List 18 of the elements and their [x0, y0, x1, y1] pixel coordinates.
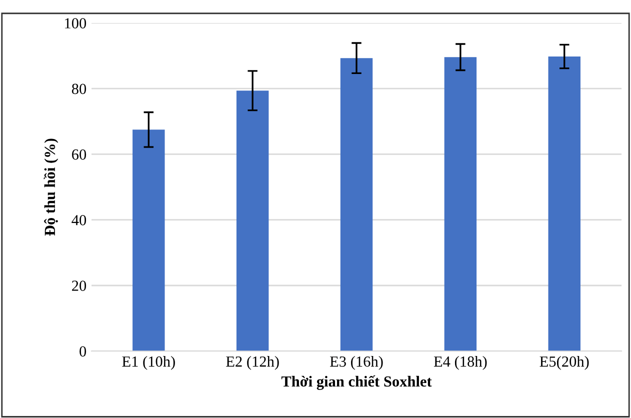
x-tick-label: E2 (12h) — [226, 356, 279, 370]
x-tick-label: E3 (16h) — [330, 356, 383, 370]
y-tick-label: 80 — [72, 84, 86, 94]
x-tick-label: E4 (18h) — [434, 356, 487, 370]
bar — [340, 58, 373, 352]
y-tick-label: 0 — [80, 346, 86, 357]
y-tick-label: 40 — [72, 215, 86, 226]
bar — [132, 130, 165, 352]
bar — [236, 90, 269, 352]
x-axis-title: Thời gian chiết Soxhlet — [281, 375, 432, 390]
y-axis-title: Độ thu hồi (%) — [44, 138, 58, 236]
bar — [444, 57, 477, 352]
y-tick-label: 60 — [72, 149, 86, 160]
y-tick-label: 20 — [72, 280, 86, 291]
x-tick-label: E5(20h) — [540, 356, 589, 370]
bar — [548, 56, 580, 352]
x-tick-label: E1 (10h) — [122, 356, 175, 370]
y-tick-label: 100 — [65, 18, 86, 28]
